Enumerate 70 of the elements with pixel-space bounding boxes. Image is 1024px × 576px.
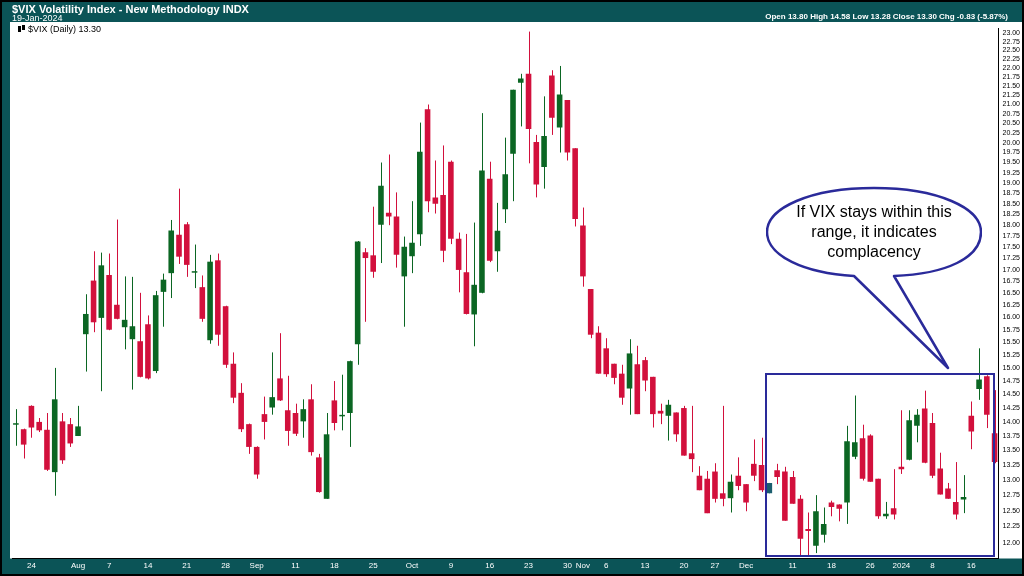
candlestick [432,160,439,215]
candlestick [331,380,338,431]
annotation: If VIX stays within this range, it indicates complacency [795,202,953,262]
candlestick [673,411,679,443]
candlestick [176,188,182,265]
x-tick-label: 25 [368,561,379,571]
candlestick [67,417,74,448]
candlestick [269,351,276,416]
candlestick [370,206,376,279]
candlestick [114,219,120,320]
candlestick [517,73,524,127]
candlestick [409,200,415,274]
x-tick-label: 11 [788,561,798,571]
candlestick [261,396,268,440]
x-tick-label: Nov [575,561,591,571]
x-tick-label: 30 [562,561,573,571]
x-tick-label: 28 [221,561,231,571]
candlestick [292,403,299,437]
candlestick [952,461,959,520]
x-tick-label: 11 [291,561,301,571]
x-tick-label: Dec [738,561,754,571]
candlestick [246,423,252,455]
x-tick-label: 26 [865,561,876,571]
x-tick-label: 6 [603,561,609,571]
x-tick-label: 23 [524,561,534,571]
x-tick-label: 20 [679,561,689,571]
x-tick-label: Oct [405,561,420,571]
candlestick [820,507,827,544]
candlestick [719,405,726,507]
candlestick [751,438,757,482]
x-tick-label: Sep [249,561,265,571]
x-tick-label: 18 [827,561,837,571]
candlestick [20,428,27,460]
candlestick [851,395,858,460]
candlestick [83,293,89,373]
candlestick [362,247,369,323]
candlestick [642,356,648,392]
x-tick-label: 16 [966,561,977,571]
x-tick-label: 18 [329,561,340,571]
x-tick-label: 9 [448,561,454,571]
chart-title: $VIX Volatility Index - New Methodology INDX [12,3,249,15]
x-tick-label: 2024 [892,561,911,571]
candlestick [277,332,283,402]
x-tick-label: 21 [182,561,192,571]
candlestick [914,408,920,443]
annotation: $VIX (Daily) 13.30 [28,24,102,34]
candlestick [805,512,811,557]
candlestick [284,375,291,447]
candlestick [657,403,664,425]
candlestick [688,405,695,473]
candlestick [976,347,982,401]
candlestick [385,154,392,226]
x-tick-label: 14 [143,561,153,571]
candlestick [735,456,742,491]
chart-subtitle: 19-Jan-2024 [12,13,63,23]
candlestick [13,408,19,447]
candlestick [191,244,198,289]
x-tick-label: 27 [710,561,720,571]
x-tick-label: 8 [930,561,936,571]
candlestick [774,463,780,485]
x-tick-label: 24 [26,561,37,571]
x-tick-label: 7 [106,561,112,571]
x-tick-label: 13 [640,561,651,571]
candlestick [28,404,35,439]
candlestick [743,483,749,512]
candlestick [300,398,307,439]
x-tick-label: 16 [485,561,495,571]
x-tick-label: Aug [70,561,86,571]
candlestick [75,405,81,437]
text: Open 13.80 High 14.58 Low 13.28 Close 13.30 Chg -0.83 (-5.87%) [765,12,1008,21]
